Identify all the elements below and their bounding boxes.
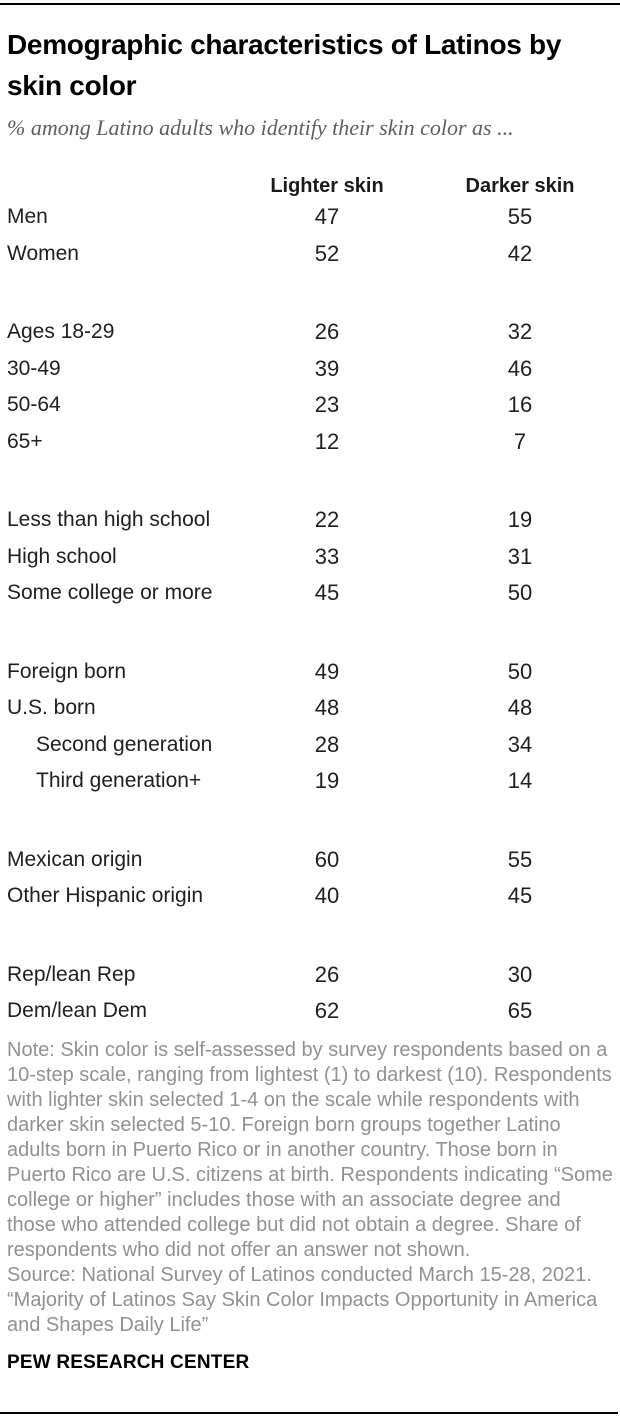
value-lighter-skin: 26 bbox=[314, 961, 340, 987]
value-darker-skin: 16 bbox=[507, 392, 533, 418]
row-label: Second generation bbox=[36, 732, 213, 756]
value-darker-skin: 50 bbox=[507, 580, 533, 606]
value-lighter-skin: 23 bbox=[314, 392, 340, 418]
table-row: Ages 18-29 26 32 bbox=[0, 314, 620, 351]
table-row: Rep/lean Rep 26 30 bbox=[0, 957, 620, 994]
column-header-darker-skin: Darker skin bbox=[465, 174, 575, 197]
note-text: Note: Skin color is self-assessed by sur… bbox=[7, 1038, 613, 1261]
value-lighter-skin: 45 bbox=[314, 580, 340, 606]
table-row: Mexican origin 60 55 bbox=[0, 842, 620, 879]
row-label: Mexican origin bbox=[7, 847, 143, 871]
value-lighter-skin: 40 bbox=[314, 883, 340, 909]
pew-research-center-wordmark: PEW RESEARCH CENTER bbox=[7, 1351, 250, 1373]
row-label: Foreign born bbox=[7, 659, 127, 683]
value-lighter-skin: 60 bbox=[314, 846, 340, 872]
table-row: Less than high school 22 19 bbox=[0, 502, 620, 539]
table-row: U.S. born 48 48 bbox=[0, 690, 620, 727]
value-lighter-skin: 62 bbox=[314, 998, 340, 1024]
table-row: Foreign born 49 50 bbox=[0, 654, 620, 691]
value-lighter-skin: 47 bbox=[314, 204, 340, 230]
value-lighter-skin: 49 bbox=[314, 658, 340, 684]
table-row: Men 47 55 bbox=[0, 199, 620, 236]
row-label: U.S. born bbox=[7, 696, 96, 720]
table-row: 50-64 23 16 bbox=[0, 387, 620, 424]
value-darker-skin: 31 bbox=[507, 543, 533, 569]
value-lighter-skin: 48 bbox=[314, 695, 340, 721]
row-label: Women bbox=[7, 241, 79, 265]
table-row: 30-49 39 46 bbox=[0, 351, 620, 388]
table-row: High school 33 31 bbox=[0, 539, 620, 576]
table-row: Dem/lean Dem 62 65 bbox=[0, 993, 620, 1030]
value-darker-skin: 30 bbox=[507, 961, 533, 987]
table-row: Some college or more 45 50 bbox=[0, 575, 620, 612]
row-label: Men bbox=[7, 205, 48, 229]
bottom-divider bbox=[0, 1412, 618, 1414]
value-darker-skin: 65 bbox=[507, 998, 533, 1024]
table-row: 65+ 12 7 bbox=[0, 424, 620, 461]
table-row: Second generation 28 34 bbox=[0, 727, 620, 764]
value-darker-skin: 19 bbox=[507, 507, 533, 533]
value-darker-skin: 50 bbox=[507, 658, 533, 684]
row-group-origin: Mexican origin 60 55 Other Hispanic origin 4… bbox=[0, 842, 620, 915]
value-darker-skin: 34 bbox=[507, 731, 533, 757]
table-row: Women 52 42 bbox=[0, 236, 620, 273]
table-row: Third generation+ 19 14 bbox=[0, 763, 620, 800]
value-darker-skin: 7 bbox=[513, 428, 527, 454]
table-header-row: Lighter skin Darker skin bbox=[0, 173, 620, 199]
subtitle: % among Latino adults who identify their… bbox=[7, 115, 514, 140]
row-label: 65+ bbox=[7, 429, 43, 453]
value-darker-skin: 48 bbox=[507, 695, 533, 721]
value-darker-skin: 55 bbox=[507, 846, 533, 872]
table-row: Other Hispanic origin 40 45 bbox=[0, 878, 620, 915]
row-group-party: Rep/lean Rep 26 30 Dem/lean Dem 62 65 bbox=[0, 957, 620, 1030]
value-darker-skin: 32 bbox=[507, 319, 533, 345]
row-group-gender: Men 47 55 Women 52 42 bbox=[0, 199, 620, 272]
value-lighter-skin: 19 bbox=[314, 768, 340, 794]
source-text: Source: National Survey of Latinos condu… bbox=[7, 1263, 598, 1336]
row-label: Third generation+ bbox=[36, 769, 202, 793]
row-label: Other Hispanic origin bbox=[7, 884, 204, 908]
page-title: Demographic characteristics of Latinos b… bbox=[7, 29, 562, 101]
value-lighter-skin: 12 bbox=[314, 428, 340, 454]
value-darker-skin: 42 bbox=[507, 240, 533, 266]
column-header-lighter-skin: Lighter skin bbox=[270, 174, 384, 197]
value-lighter-skin: 52 bbox=[314, 240, 340, 266]
row-group-nativity: Foreign born 49 50 U.S. born 48 48 Second gene… bbox=[0, 654, 620, 800]
value-lighter-skin: 26 bbox=[314, 319, 340, 345]
row-label: Dem/lean Dem bbox=[7, 999, 148, 1023]
row-label: 50-64 bbox=[7, 393, 61, 417]
row-label: Less than high school bbox=[7, 508, 211, 532]
row-label: Ages 18-29 bbox=[7, 320, 115, 344]
value-darker-skin: 46 bbox=[507, 355, 533, 381]
value-darker-skin: 45 bbox=[507, 883, 533, 909]
value-lighter-skin: 22 bbox=[314, 507, 340, 533]
row-label: Some college or more bbox=[7, 581, 213, 605]
value-darker-skin: 55 bbox=[507, 204, 533, 230]
value-lighter-skin: 33 bbox=[314, 543, 340, 569]
row-label: High school bbox=[7, 544, 117, 568]
table-body: Men 47 55 Women 52 42 Ages 18-29 26 32 30-49 39 46 5… bbox=[0, 199, 620, 1030]
row-group-age: Ages 18-29 26 32 30-49 39 46 50-64 23 16 65+ 12 7 bbox=[0, 314, 620, 460]
row-label: 30-49 bbox=[7, 356, 61, 380]
row-group-education: Less than high school 22 19 High school 33 31… bbox=[0, 502, 620, 612]
top-divider bbox=[0, 3, 620, 5]
row-label: Rep/lean Rep bbox=[7, 962, 136, 986]
value-lighter-skin: 39 bbox=[314, 355, 340, 381]
value-lighter-skin: 28 bbox=[314, 731, 340, 757]
value-darker-skin: 14 bbox=[507, 768, 533, 794]
